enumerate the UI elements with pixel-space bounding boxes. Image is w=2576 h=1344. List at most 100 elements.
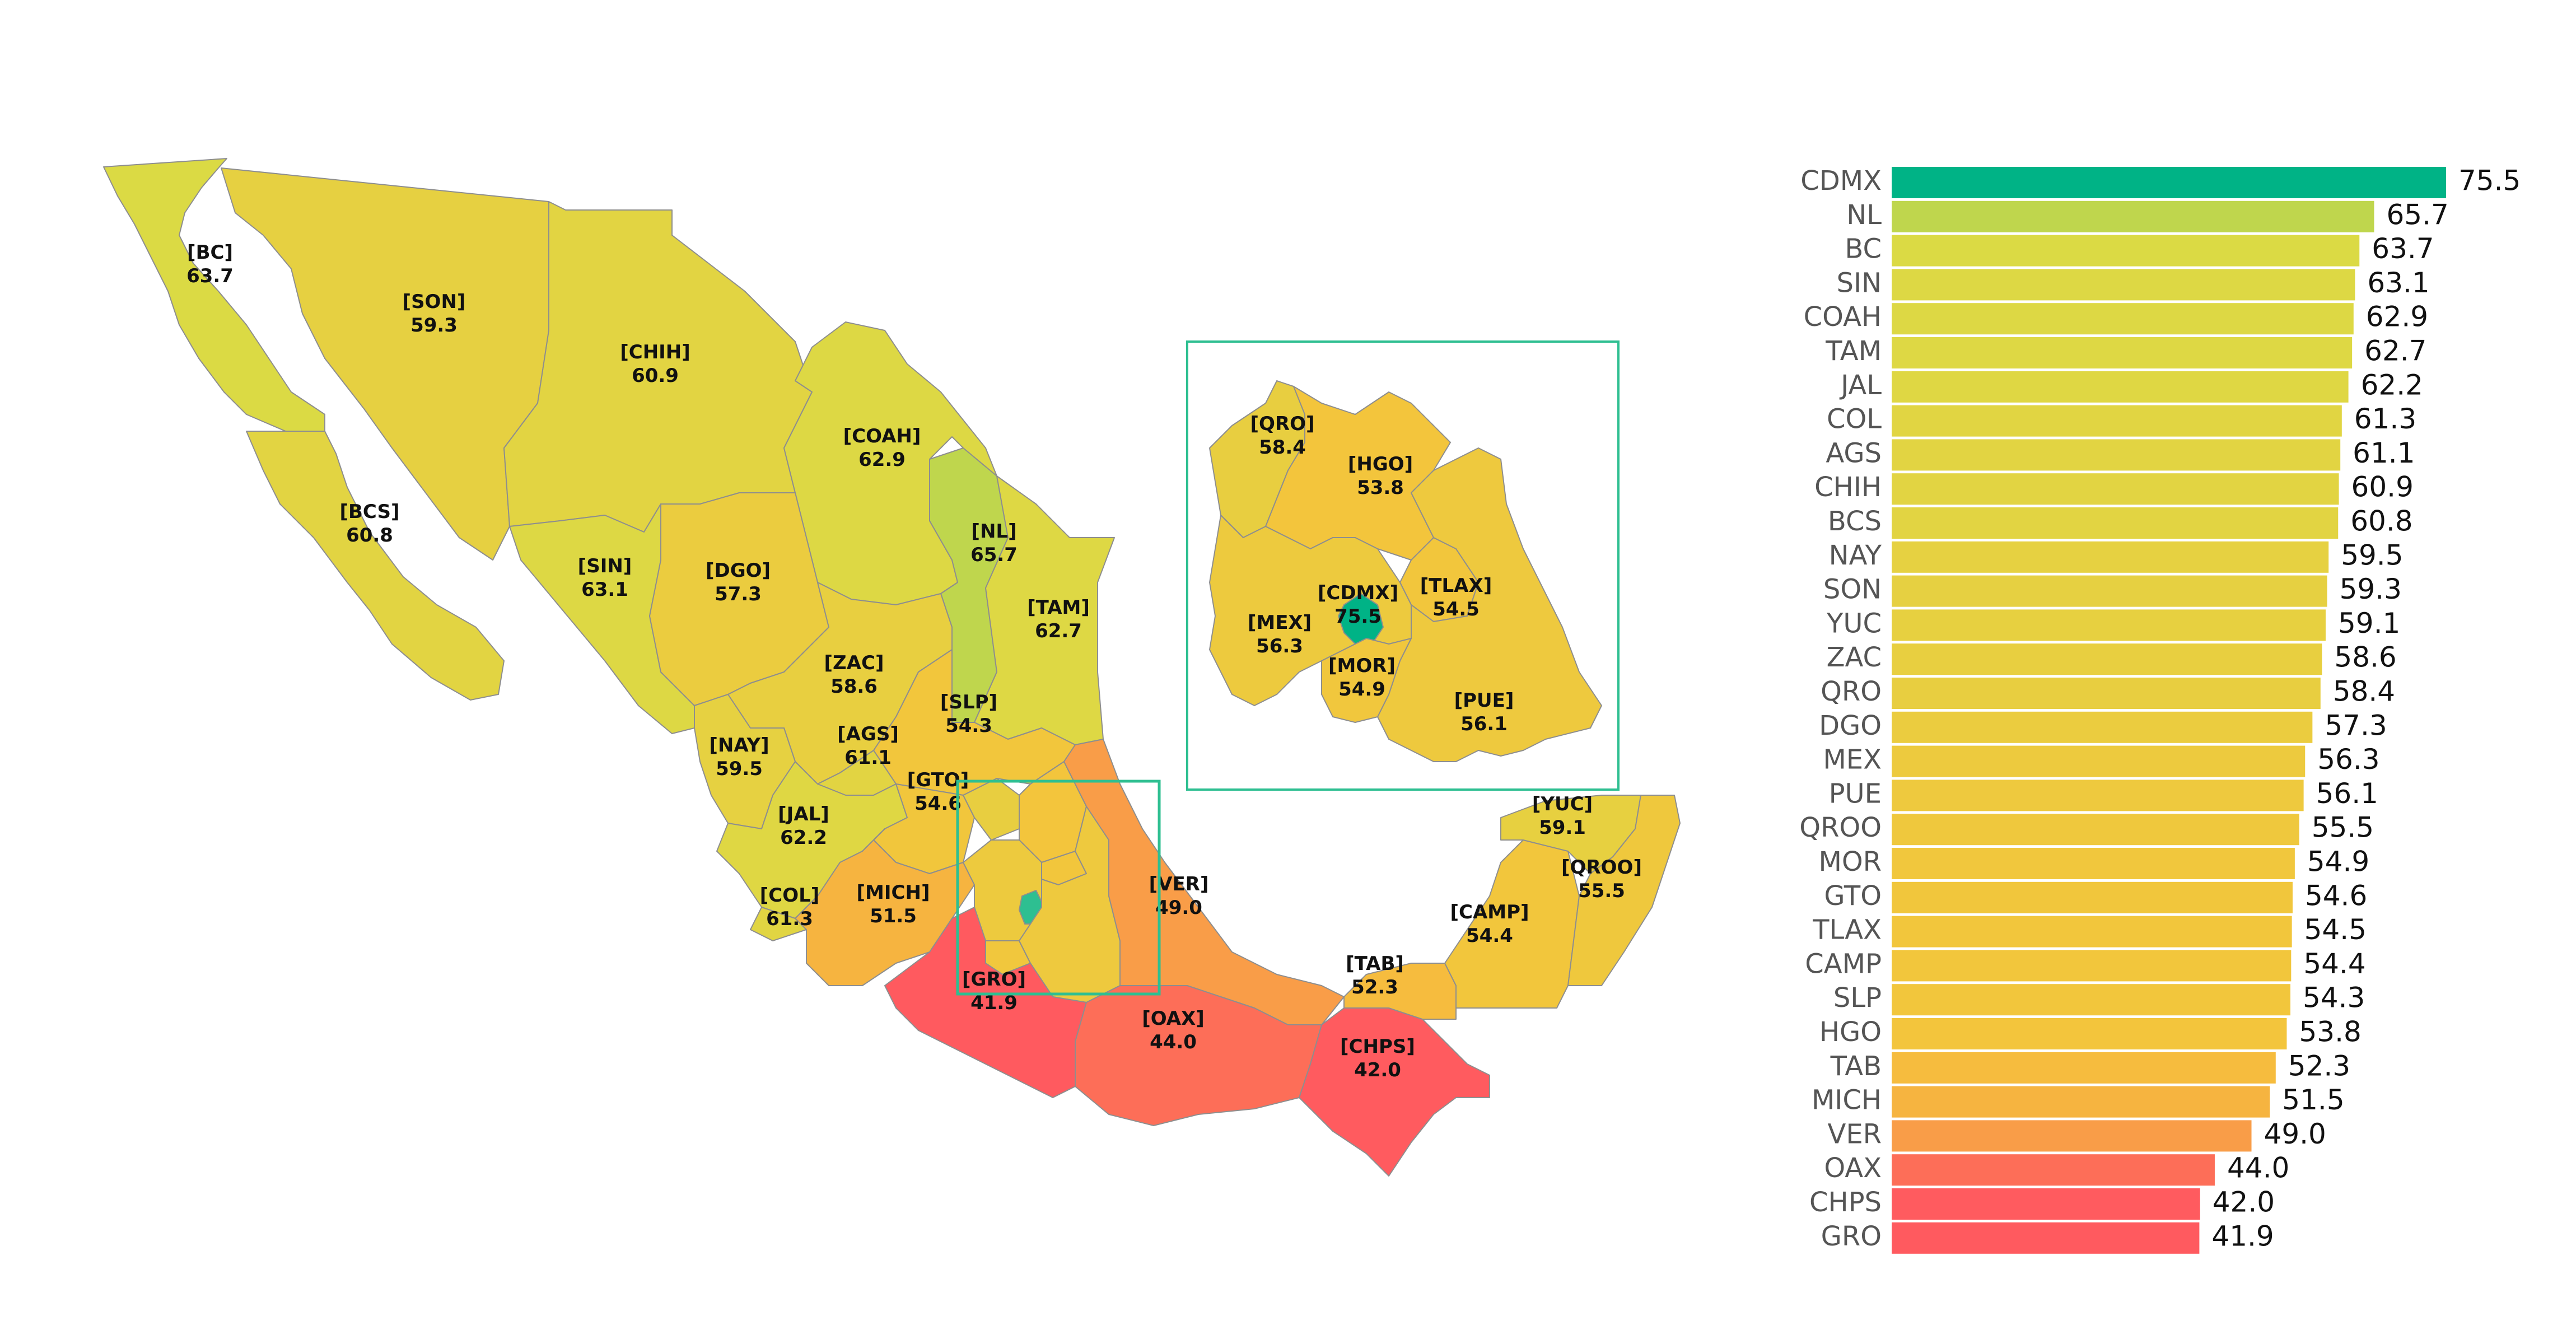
bar-category-label: TLAX xyxy=(1812,914,1882,946)
map-label-value: 57.3 xyxy=(715,583,762,605)
bar-category-label: JAL xyxy=(1839,370,1882,401)
state-chps[interactable] xyxy=(1299,1007,1490,1177)
map-label-code: [NL] xyxy=(971,520,1016,543)
state-camp[interactable] xyxy=(1444,839,1580,1009)
map-label-code: [SLP] xyxy=(940,691,997,713)
inset-state-labels: [QRO]58.4 [HGO]53.8 [CDMX]75.5 [TLAX]54.… xyxy=(1248,413,1514,735)
bar-mich[interactable] xyxy=(1892,1086,2270,1118)
state-gro[interactable] xyxy=(884,907,1087,1098)
bar-nay[interactable] xyxy=(1892,541,2329,573)
map-label-code: [YUC] xyxy=(1532,793,1593,815)
bar-chih[interactable] xyxy=(1892,473,2339,505)
bar-category-label: YUC xyxy=(1826,608,1882,639)
bar-value-label: 60.9 xyxy=(2351,471,2414,503)
bar-bcs[interactable] xyxy=(1892,507,2339,539)
map-label-value: 52.3 xyxy=(1351,976,1398,998)
map-label-code: [BC] xyxy=(187,241,233,264)
map-label-code: [PUE] xyxy=(1454,689,1514,712)
bar-son[interactable] xyxy=(1892,575,2327,607)
bar-value-label: 54.6 xyxy=(2305,879,2367,912)
map-label-code: [QROO] xyxy=(1561,856,1642,879)
bar-tam[interactable] xyxy=(1892,337,2353,368)
bar-nl[interactable] xyxy=(1892,200,2374,232)
map-label-code: [GRO] xyxy=(962,968,1026,991)
bar-value-label: 41.9 xyxy=(2211,1220,2274,1252)
bar-pue[interactable] xyxy=(1892,780,2304,811)
map-label-code: [COAH] xyxy=(843,425,921,447)
bar-value-label: 55.5 xyxy=(2312,811,2374,844)
bar-value-label: 56.1 xyxy=(2316,777,2378,810)
inset-state-mor[interactable] xyxy=(1321,638,1412,723)
bar-value-label: 54.3 xyxy=(2303,982,2365,1014)
bar-zac[interactable] xyxy=(1892,643,2322,675)
map-label-code: [MICH] xyxy=(857,881,930,904)
bar-value-label: 54.5 xyxy=(2304,913,2367,946)
state-bcs[interactable] xyxy=(246,431,505,701)
bar-chps[interactable] xyxy=(1892,1188,2200,1220)
bar-qro[interactable] xyxy=(1892,678,2321,709)
bar-cdmx[interactable] xyxy=(1892,167,2446,198)
bar-value-label: 62.9 xyxy=(2366,301,2428,333)
bar-mex[interactable] xyxy=(1892,745,2306,777)
map-label-mich: [MICH]51.5 xyxy=(857,881,930,927)
map-label-value: 61.3 xyxy=(766,908,813,930)
bar-bc[interactable] xyxy=(1892,235,2360,267)
state-bc[interactable] xyxy=(103,158,325,432)
map-label-code: [TAB] xyxy=(1346,953,1404,975)
bar-mor[interactable] xyxy=(1892,848,2295,879)
bar-gto[interactable] xyxy=(1892,881,2293,913)
map-label-chih: [CHIH]60.9 xyxy=(620,341,690,387)
bar-value-label: 57.3 xyxy=(2325,709,2387,741)
bar-yuc[interactable] xyxy=(1892,609,2326,641)
map-label-value: 63.7 xyxy=(186,265,234,287)
bar-slp[interactable] xyxy=(1892,984,2291,1016)
bar-category-label: OAX xyxy=(1824,1152,1882,1184)
state-col[interactable] xyxy=(750,907,807,941)
inset-label-mex: [MEX]56.3 xyxy=(1248,612,1312,657)
bar-jal[interactable] xyxy=(1892,371,2349,403)
bar-category-label: SON xyxy=(1823,574,1882,605)
bar-category-label: COL xyxy=(1827,404,1882,435)
inset-label-mor: [MOR]54.9 xyxy=(1328,655,1396,701)
bar-ags[interactable] xyxy=(1892,439,2341,471)
bar-gro[interactable] xyxy=(1892,1222,2200,1254)
bar-category-label: CDMX xyxy=(1800,165,1882,197)
map-label-code: [OAX] xyxy=(1142,1007,1205,1030)
bar-value-label: 63.1 xyxy=(2367,267,2429,299)
bar-col[interactable] xyxy=(1892,405,2342,437)
map-label-slp: [SLP]54.3 xyxy=(940,691,997,737)
bar-category-label: PUE xyxy=(1829,778,1882,809)
map-label-code: [AGS] xyxy=(837,723,899,745)
map-label-code: [TLAX] xyxy=(1420,575,1492,597)
bar-value-label: 59.5 xyxy=(2341,539,2403,571)
map-label-value: 44.0 xyxy=(1150,1031,1197,1053)
bar-hgo[interactable] xyxy=(1892,1018,2287,1049)
bar-value-label: 58.4 xyxy=(2333,675,2395,708)
bar-coah[interactable] xyxy=(1892,303,2354,335)
map-label-value: 54.9 xyxy=(1338,678,1385,701)
map-label-code: [CDMX] xyxy=(1318,582,1398,604)
map-label-tab: [TAB]52.3 xyxy=(1346,953,1404,998)
bar-category-label: NAY xyxy=(1829,540,1882,571)
bar-ver[interactable] xyxy=(1892,1120,2252,1152)
bar-tlax[interactable] xyxy=(1892,916,2292,948)
inset-state-hgo[interactable] xyxy=(1265,386,1451,561)
bar-value-label: 54.4 xyxy=(2303,948,2365,980)
bar-tab[interactable] xyxy=(1892,1052,2276,1084)
bar-qroo[interactable] xyxy=(1892,814,2299,846)
bar-category-label: MICH xyxy=(1812,1085,1882,1116)
map-label-value: 53.8 xyxy=(1357,477,1404,499)
bar-oax[interactable] xyxy=(1892,1154,2215,1186)
map-label-value: 59.1 xyxy=(1539,816,1586,839)
state-qroo[interactable] xyxy=(1567,795,1681,986)
map-label-value: 60.8 xyxy=(346,524,393,547)
map-label-value: 59.3 xyxy=(410,314,458,337)
bar-category-label: GRO xyxy=(1821,1221,1882,1252)
map-label-sin: [SIN]63.1 xyxy=(578,555,632,601)
bar-sin[interactable] xyxy=(1892,269,2355,301)
bar-category-label: CHPS xyxy=(1809,1187,1882,1218)
bar-dgo[interactable] xyxy=(1892,711,2313,743)
map-label-col: [COL]61.3 xyxy=(760,884,820,930)
bar-camp[interactable] xyxy=(1892,950,2292,982)
map-label-value: 54.3 xyxy=(945,715,992,737)
